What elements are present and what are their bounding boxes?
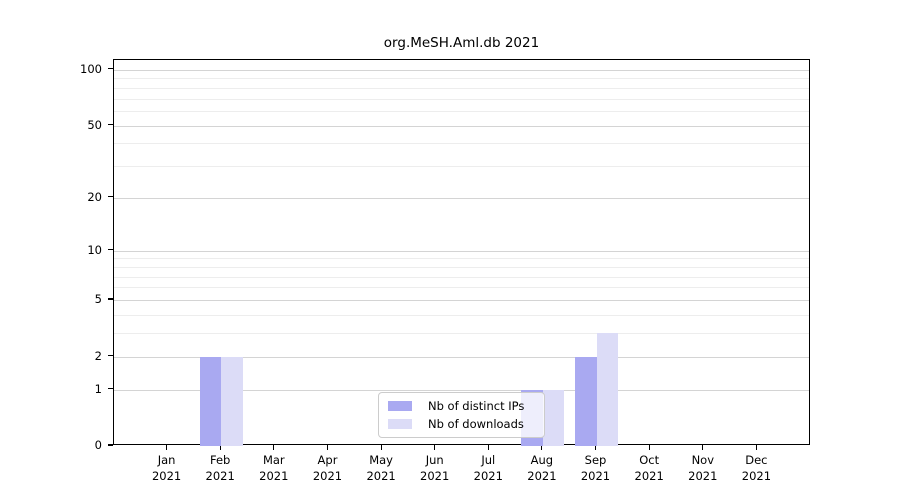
gridline-minor (114, 314, 809, 316)
gridline-minor (114, 78, 809, 80)
y-tick (108, 196, 113, 198)
x-tick (219, 445, 221, 450)
gridline-minor (114, 87, 809, 89)
x-tick-year: 2021 (205, 469, 235, 483)
x-tick-label: Dec 2021 (724, 452, 788, 484)
gridline-minor (114, 143, 809, 145)
gridline-major (114, 300, 809, 301)
x-tick-month: Oct (639, 453, 660, 467)
x-tick-month: Dec (745, 453, 768, 467)
x-tick-month: Jul (481, 453, 496, 467)
y-tick-label: 20 (87, 189, 102, 204)
y-tick (108, 387, 113, 390)
x-tick-label: Nov 2021 (671, 452, 735, 484)
x-tick-month: Mar (262, 453, 285, 467)
x-tick (541, 445, 543, 450)
x-tick-label: Apr 2021 (296, 452, 360, 484)
y-tick-label: 5 (94, 292, 102, 306)
x-tick-label: Jan 2021 (135, 452, 199, 484)
x-tick (273, 445, 275, 450)
x-tick-year: 2021 (634, 469, 664, 483)
x-tick-label: Feb 2021 (188, 452, 252, 484)
y-tick (108, 124, 113, 126)
gridline-minor (114, 333, 809, 334)
x-tick (702, 445, 704, 450)
legend-swatch-distinct-ips (388, 401, 412, 412)
y-tick (108, 68, 113, 70)
x-tick-month: Feb (210, 453, 231, 467)
gridline-minor (114, 98, 809, 100)
gridline-major (114, 125, 809, 127)
bar-distinct-ips (199, 356, 222, 446)
x-tick-year: 2021 (688, 469, 718, 483)
x-tick-month: Jun (425, 453, 444, 467)
chart-title: org.MeSH.Aml.db 2021 (383, 35, 540, 51)
x-tick-year: 2021 (259, 469, 289, 483)
y-tick-label: 50 (87, 117, 102, 132)
x-tick (434, 445, 436, 450)
y-tick (108, 298, 113, 300)
x-tick-year: 2021 (741, 469, 772, 483)
x-tick-year: 2021 (527, 469, 557, 483)
x-tick (648, 445, 650, 450)
legend-entry-distinct-ips: Nb of distinct IPs (388, 399, 535, 413)
x-tick-month: Apr (317, 453, 338, 467)
gridline-minor (114, 276, 809, 278)
y-tick (108, 249, 113, 251)
legend-label-distinct-ips: Nb of distinct IPs (428, 399, 525, 414)
x-tick-month: Nov (691, 453, 715, 467)
y-tick-label: 100 (80, 61, 102, 76)
gridline-major (114, 197, 809, 199)
y-tick-label: 2 (94, 348, 102, 363)
x-tick-year: 2021 (473, 469, 503, 483)
bar-downloads (542, 389, 565, 446)
x-tick (380, 445, 382, 450)
legend-entry-downloads: Nb of downloads (388, 417, 535, 431)
x-tick-year: 2021 (420, 469, 450, 483)
plot-area: Nb of distinct IPs Nb of downloads (113, 59, 810, 446)
gridline-minor (114, 166, 809, 168)
gridline-minor (114, 258, 809, 260)
gridline-minor (114, 287, 809, 289)
x-tick-year: 2021 (151, 469, 182, 483)
x-tick-month: Jan (157, 453, 176, 467)
bar-distinct-ips (575, 356, 597, 446)
x-tick-label: Aug 2021 (510, 452, 574, 484)
gridline-major (114, 69, 809, 71)
x-tick-year: 2021 (580, 469, 611, 483)
x-tick (755, 445, 757, 450)
gridline-minor (114, 111, 809, 112)
gridline-major (114, 356, 809, 358)
x-tick-year: 2021 (366, 469, 396, 483)
y-tick-label: 10 (87, 242, 102, 257)
gridline-major (114, 250, 809, 252)
x-tick-label: Oct 2021 (617, 452, 681, 484)
legend-label-downloads: Nb of downloads (428, 416, 524, 431)
y-tick-label: 1 (94, 381, 102, 396)
legend-swatch-downloads (388, 418, 412, 429)
y-tick-label: 0 (94, 438, 102, 452)
bar-downloads (596, 333, 618, 446)
x-tick-month: May (369, 453, 393, 467)
gridline-major (114, 389, 809, 391)
x-tick-year: 2021 (312, 469, 343, 483)
x-tick-label: Jun 2021 (403, 452, 467, 484)
x-tick-month: Sep (584, 453, 607, 467)
bar-downloads (221, 356, 243, 446)
legend: Nb of distinct IPs Nb of downloads (378, 392, 545, 438)
x-tick-label: Jul 2021 (456, 452, 520, 484)
x-tick (487, 445, 489, 450)
x-tick-label: Mar 2021 (242, 452, 306, 484)
x-tick-month: Aug (530, 453, 554, 467)
x-tick-label: Sep 2021 (564, 452, 628, 484)
y-tick (108, 444, 113, 446)
y-tick (108, 354, 113, 357)
x-tick (594, 445, 597, 450)
x-tick (326, 445, 329, 450)
x-tick (166, 445, 168, 450)
gridline-minor (114, 266, 809, 268)
x-tick-label: May 2021 (349, 452, 413, 484)
